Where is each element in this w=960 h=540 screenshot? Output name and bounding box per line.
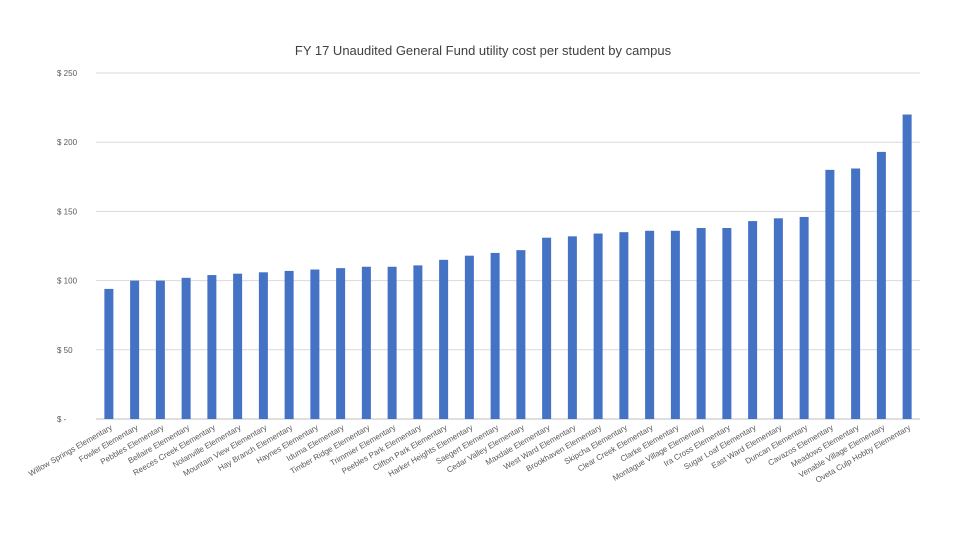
- bar: [464, 255, 474, 419]
- gridlines: [96, 72, 920, 420]
- bar: [670, 230, 680, 419]
- bar: [284, 270, 294, 419]
- y-axis-ticks: $ - $ 50 $ 100 $ 150 $ 200 $ 250: [57, 69, 78, 424]
- bar: [825, 169, 835, 419]
- y-tick-label: $ -: [57, 415, 67, 424]
- bar: [258, 272, 268, 419]
- y-tick-label: $ 250: [57, 69, 78, 78]
- y-tick-label: $ 150: [57, 207, 78, 216]
- bar: [593, 233, 603, 419]
- bar: [413, 265, 423, 419]
- bar: [696, 228, 706, 419]
- bar: [207, 275, 217, 419]
- bar: [439, 259, 449, 419]
- bar: [130, 280, 140, 419]
- bar: [876, 151, 886, 419]
- bar: [104, 288, 114, 419]
- bar: [542, 237, 552, 419]
- bar: [490, 252, 500, 419]
- y-tick-label: $ 50: [57, 346, 73, 355]
- bar: [310, 269, 320, 419]
- bar: [155, 280, 165, 419]
- bar: [851, 168, 861, 419]
- chart-title: FY 17 Unaudited General Fund utility cos…: [295, 43, 672, 58]
- bar: [645, 230, 655, 419]
- bar: [181, 277, 191, 419]
- bar: [722, 228, 732, 419]
- bar: [387, 266, 397, 419]
- y-tick-label: $ 100: [57, 277, 78, 286]
- bar: [748, 221, 758, 419]
- bar: [516, 250, 526, 419]
- bar: [233, 273, 243, 419]
- bar: [336, 268, 346, 419]
- bar: [619, 232, 629, 419]
- y-tick-label: $ 200: [57, 138, 78, 147]
- bar: [902, 114, 912, 420]
- bar: [773, 218, 783, 419]
- bars: [104, 114, 912, 420]
- bar: [567, 236, 577, 419]
- bar: [361, 266, 371, 419]
- bar: [799, 216, 809, 419]
